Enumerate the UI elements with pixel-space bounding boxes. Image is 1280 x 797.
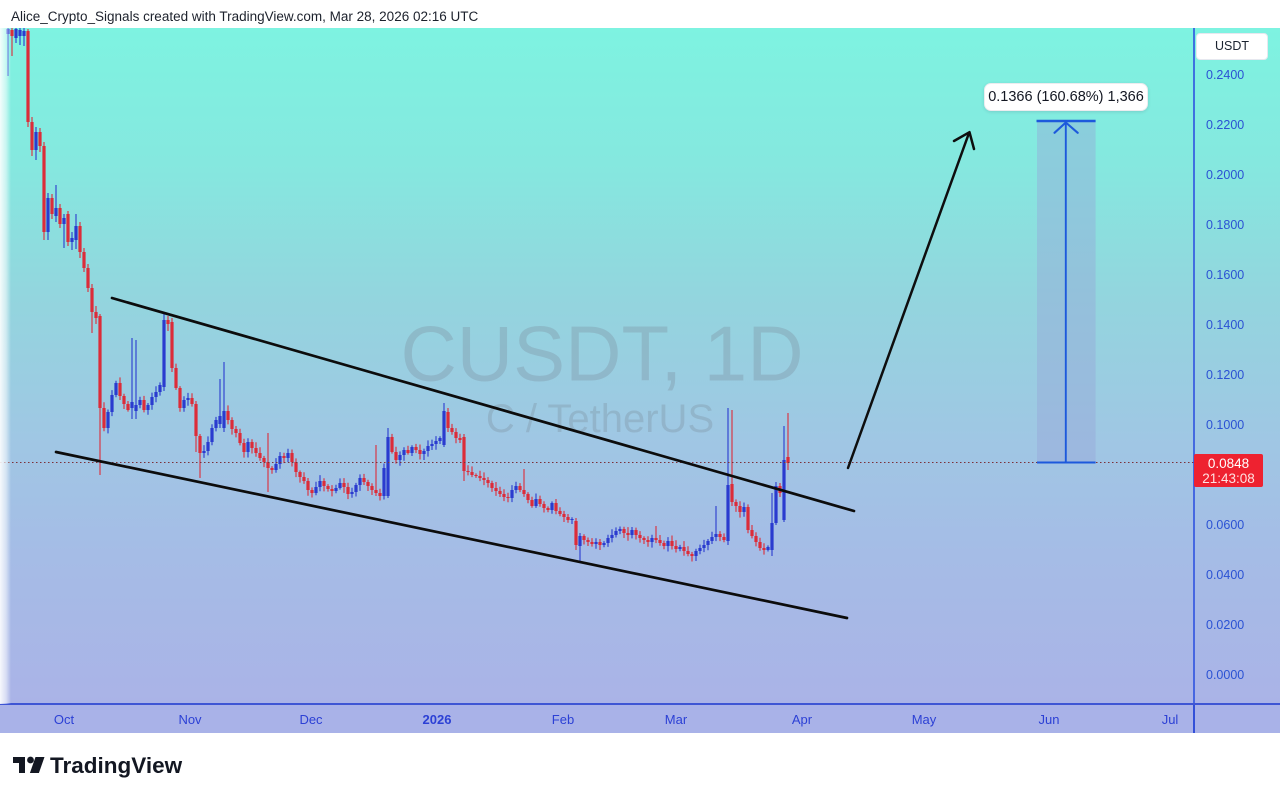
svg-text:CUSDT, 1D: CUSDT, 1D <box>400 310 803 398</box>
svg-text:C / TetherUS: C / TetherUS <box>486 397 714 441</box>
svg-text:TradingView: TradingView <box>50 753 183 778</box>
